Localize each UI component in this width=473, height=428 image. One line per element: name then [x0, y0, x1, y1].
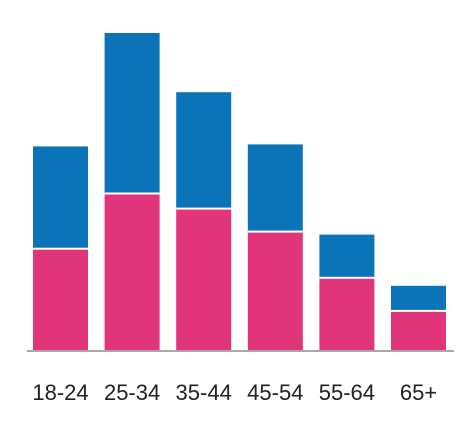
x-tick-label-45-54: 45-54 — [247, 380, 303, 405]
x-tick-labels: 18-24 25-34 35-44 45-54 55-64 65+ — [32, 380, 437, 405]
bar-25-34-series-2 — [104, 33, 160, 194]
bars-layer — [33, 33, 446, 350]
x-tick-label-25-34: 25-34 — [104, 380, 160, 405]
bar-separator-55-64 — [319, 276, 375, 279]
bar-65+-series-1 — [391, 310, 446, 350]
bar-separator-25-34 — [104, 192, 160, 195]
bar-separator-18-24 — [33, 247, 88, 250]
x-tick-label-35-44: 35-44 — [176, 380, 232, 405]
bar-65+-series-2 — [391, 285, 446, 311]
bar-25-34-series-1 — [104, 193, 160, 350]
bar-separator-35-44 — [176, 207, 232, 210]
bar-35-44-series-1 — [176, 208, 232, 350]
x-tick-label-65+: 65+ — [400, 380, 437, 405]
bar-35-44-series-2 — [176, 92, 232, 209]
bar-55-64-series-2 — [319, 234, 375, 278]
bar-18-24-series-1 — [33, 248, 88, 350]
x-tick-label-55-64: 55-64 — [319, 380, 375, 405]
bar-55-64-series-1 — [319, 277, 375, 350]
x-tick-label-18-24: 18-24 — [32, 380, 88, 405]
bar-45-54-series-2 — [247, 144, 303, 232]
bar-separator-65+ — [391, 309, 446, 312]
bar-18-24-series-2 — [33, 146, 88, 249]
bar-45-54-series-1 — [247, 231, 303, 350]
bar-separator-45-54 — [247, 230, 303, 233]
